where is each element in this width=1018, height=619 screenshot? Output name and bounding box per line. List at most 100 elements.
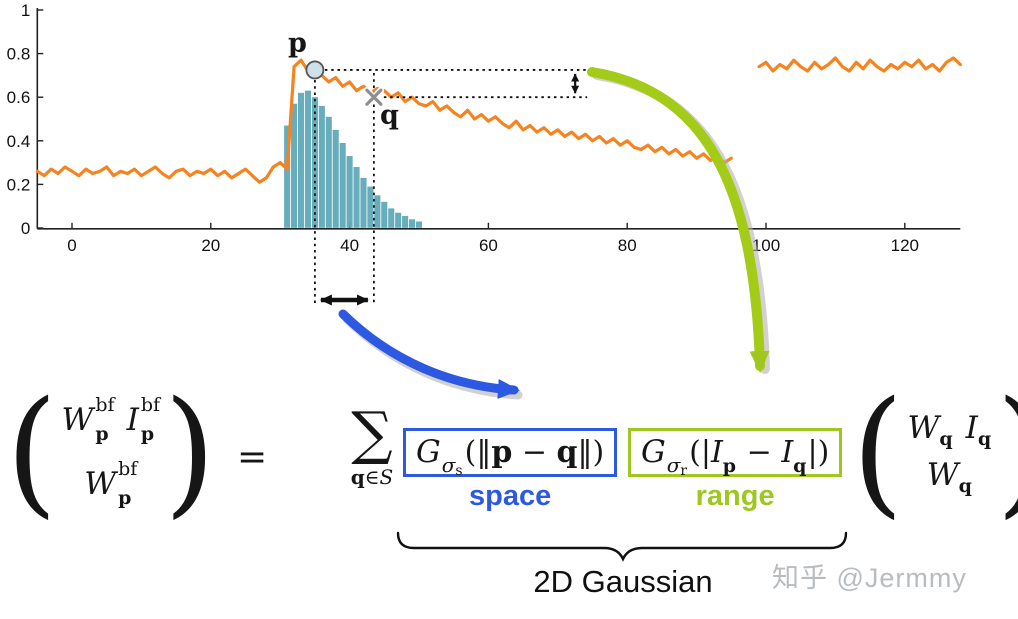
kernel-bar: [291, 103, 298, 228]
kernel-bar: [318, 105, 325, 228]
kernel-bar: [395, 212, 402, 228]
p-point-label: p: [288, 28, 307, 59]
kernel-bar: [402, 216, 409, 228]
lhs-row-1: W bf p I bf p: [62, 396, 161, 444]
subscript-q: q: [958, 474, 972, 497]
kernel-bar: [284, 125, 291, 228]
two-d-gaussian-label: 2D Gaussian: [533, 564, 713, 599]
superscript-bf: bf: [140, 394, 161, 416]
range-label: range: [695, 480, 775, 512]
set-S: S: [379, 465, 394, 489]
kernel-bar: [409, 219, 416, 228]
kernel-bar: [388, 208, 395, 228]
x-tick-label: 0: [67, 236, 76, 255]
y-tick-label: 0.8: [7, 45, 31, 64]
sum-var-q: q: [350, 465, 365, 489]
term-W-p-bf: W bf p: [62, 396, 115, 444]
superscript-bf: bf: [95, 394, 115, 416]
x-tick-label: 20: [201, 236, 220, 255]
kernel-bar: [346, 156, 353, 228]
subscript-p: p: [140, 423, 155, 445]
subscript-sigma-r: σr: [666, 452, 687, 479]
minus-sign: −: [512, 434, 557, 470]
term-I-p-bf: I bf p: [127, 396, 160, 444]
subscript-q: q: [793, 454, 807, 477]
y-tick-label: 0.2: [7, 175, 31, 194]
space-arrow: [338, 309, 520, 399]
lhs-matrix: ( W bf p I bf p: [6, 371, 216, 533]
plot-axes: 0 0.2 0.4 0.6 0.8 1 0 20 40 60 80 100 120: [7, 1, 961, 255]
var-I: I: [126, 401, 139, 438]
sigma-symbol: σ: [441, 452, 456, 477]
kernel-bar: [415, 221, 423, 228]
range-arrow: [587, 67, 770, 373]
y-tick-label: 0: [21, 219, 30, 238]
sigma-symbol: ∑: [351, 399, 393, 467]
var-W: W: [84, 465, 117, 502]
var-I: I: [781, 434, 794, 470]
kernel-histogram: [284, 90, 423, 228]
q-marker-cross: [365, 88, 383, 106]
rhs-open-paren: (: [852, 371, 904, 533]
p-marker-circle: [305, 60, 325, 80]
kernel-bar: [374, 195, 381, 228]
sub-subscript-s: s: [455, 462, 463, 479]
lhs-open-paren: (: [6, 371, 58, 533]
sum-operator: ∑ q∈S: [334, 404, 410, 489]
y-tick-label: 1: [21, 1, 30, 20]
space-label: space: [469, 480, 552, 512]
superscript-bf: bf: [118, 458, 138, 480]
rhs-matrix: ( Wq Iq Wq ): [852, 371, 1018, 533]
subscript-p: p: [722, 454, 737, 477]
close-abs: |): [807, 434, 830, 470]
var-W: W: [61, 401, 94, 438]
subscript-q: q: [939, 427, 953, 450]
x-tick-label: 100: [752, 236, 780, 255]
lhs-close-paren: ): [164, 371, 216, 533]
x-tick-label: 120: [891, 236, 919, 255]
var-W: W: [907, 410, 940, 446]
signal-segment: [35, 58, 733, 184]
kernel-bar: [367, 186, 374, 228]
element-of-symbol: ∈: [364, 465, 380, 489]
supsub-W: bf p: [118, 460, 137, 508]
var-p: p: [491, 434, 513, 470]
curved-arrows: [338, 67, 770, 400]
rhs-close-paren: ): [996, 383, 1018, 520]
y-tick-label: 0.4: [7, 132, 31, 151]
signal-segment: [757, 56, 962, 73]
var-I: I: [710, 434, 723, 470]
kernel-bar: [381, 201, 388, 228]
kernel-bar: [304, 90, 312, 228]
kernel-bar: [360, 177, 367, 228]
sigma-symbol: σ: [666, 452, 681, 477]
subscript-p: p: [118, 487, 132, 509]
range-argument: (|Ip − Iq|): [689, 434, 830, 475]
var-G: G: [416, 434, 441, 470]
minus-sign: −: [737, 434, 782, 470]
equals-sign: =: [237, 437, 268, 478]
underbrace: [396, 531, 848, 562]
x-tick-label: 60: [479, 236, 498, 255]
open-abs: (|: [689, 434, 711, 470]
close-norm: ‖): [577, 434, 605, 470]
kernel-bar: [297, 92, 305, 228]
var-W: W: [926, 457, 959, 493]
kernel-bar: [325, 116, 332, 228]
kernel-bar: [339, 142, 346, 228]
subscript-p: p: [95, 423, 109, 445]
x-tick-label: 40: [340, 236, 359, 255]
x-tick-label: 80: [618, 236, 637, 255]
lhs-row-2: W bf p: [62, 460, 161, 508]
subscript-q: q: [977, 427, 992, 450]
watermark: 知乎 @Jermmy: [772, 563, 967, 593]
